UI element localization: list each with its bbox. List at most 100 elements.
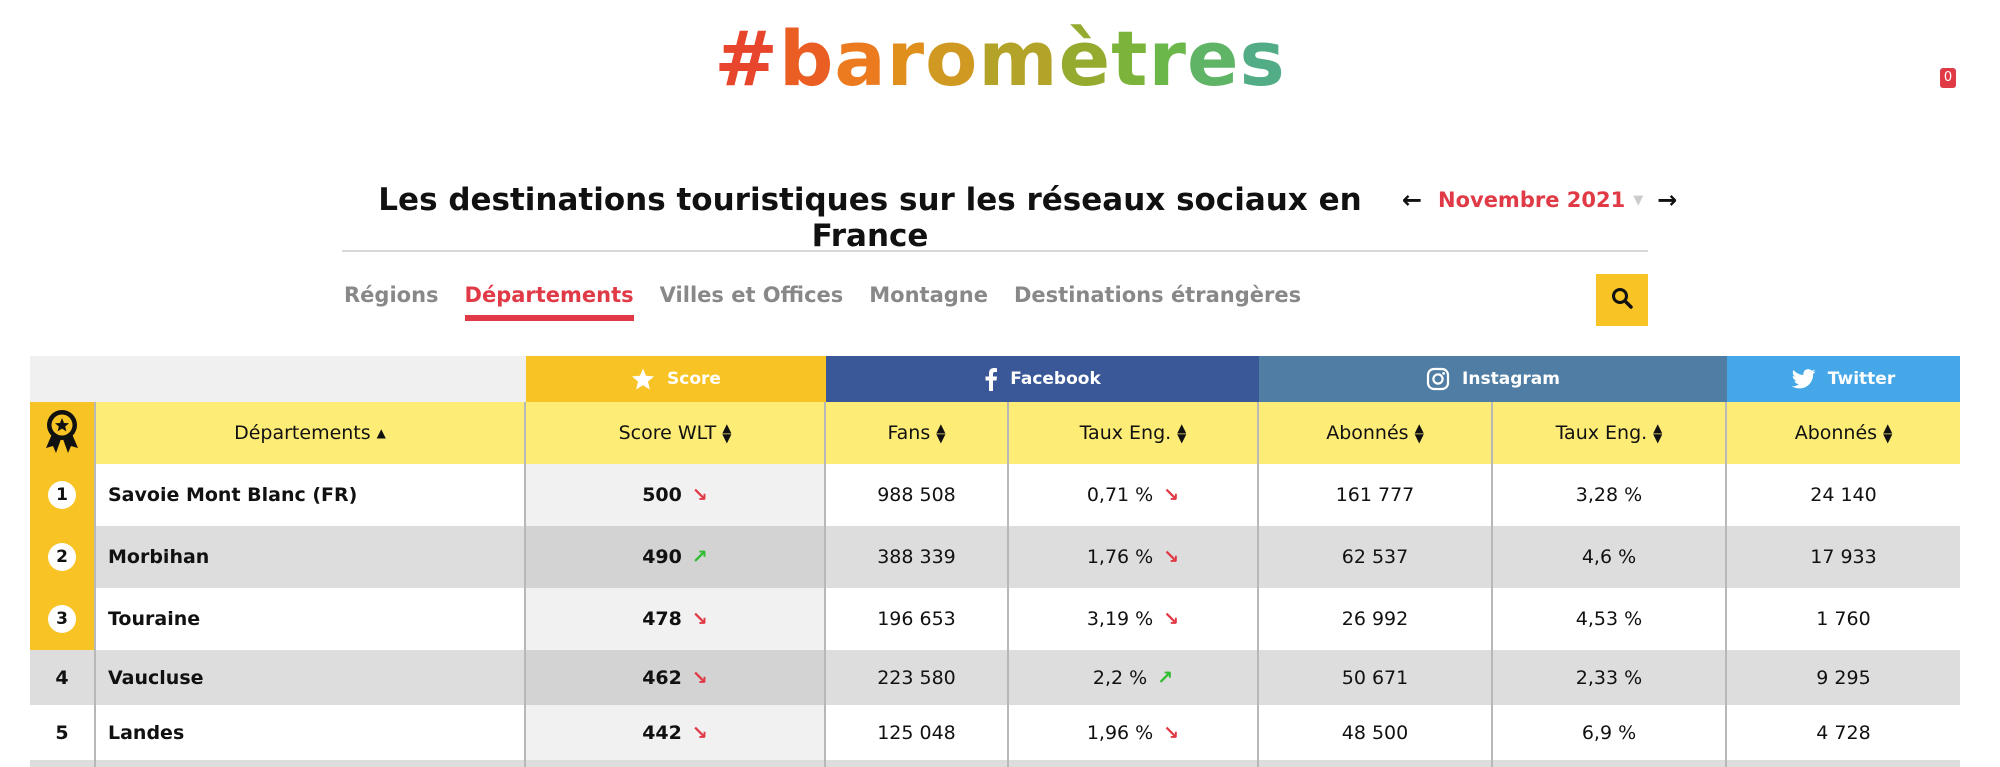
column-header-departements[interactable]: Départements ▲ bbox=[96, 402, 526, 464]
score-value: 478 bbox=[642, 608, 682, 630]
instagram-icon bbox=[1426, 367, 1450, 391]
instagram-engagement: 3,28 % bbox=[1493, 464, 1727, 526]
rank-medal-badge: 1 bbox=[48, 481, 76, 509]
group-header-score: Score bbox=[526, 356, 826, 402]
sort-icon: ▲ ▼ bbox=[1653, 421, 1663, 445]
facebook-icon bbox=[984, 367, 998, 391]
tab-regions[interactable]: Régions bbox=[344, 283, 439, 307]
logo-glyph: o bbox=[925, 14, 979, 103]
instagram-followers: 161 777 bbox=[1259, 464, 1493, 526]
instagram-followers: 50 671 bbox=[1259, 650, 1493, 705]
table-row[interactable]: 3 Touraine 478 ↘ 196 653 3,19 % ↘ 26 992 4… bbox=[30, 588, 1960, 650]
trend-down-icon: ↘ bbox=[1163, 546, 1180, 568]
facebook-engagement-value: 3,19 % bbox=[1086, 608, 1154, 630]
trend-up-icon: ↗ bbox=[1157, 666, 1174, 689]
table-row[interactable]: 4 Vaucluse 462 ↘ 223 580 2,2 % ↗ 50 671 2,… bbox=[30, 650, 1960, 705]
facebook-fans-cell bbox=[826, 760, 1009, 767]
score-cell: 490 ↗ bbox=[526, 526, 826, 588]
instagram-engagement: 6,9 % bbox=[1493, 705, 1727, 760]
chevron-down-icon[interactable]: ▼ bbox=[1633, 192, 1644, 208]
rank-number: 5 bbox=[30, 705, 96, 760]
facebook-engagement-cell: 2,2 % ↗ bbox=[1009, 650, 1259, 705]
column-header-twitter-followers[interactable]: Abonnés ▲ ▼ bbox=[1727, 402, 1960, 464]
facebook-engagement-value: 2,2 % bbox=[1092, 666, 1148, 689]
column-header-label: Abonnés bbox=[1326, 422, 1409, 444]
score-cell: 442 ↘ bbox=[526, 705, 826, 760]
page-title: Les destinations touristiques sur les ré… bbox=[378, 182, 1362, 254]
star-icon bbox=[631, 367, 655, 391]
facebook-engagement-value: 1,96 % bbox=[1086, 721, 1154, 744]
award-ribbon-icon bbox=[42, 408, 82, 459]
facebook-fans: 988 508 bbox=[826, 464, 1009, 526]
facebook-engagement-cell: 0,71 % ↘ bbox=[1009, 464, 1259, 526]
column-header-score-wlt[interactable]: Score WLT ▲ ▼ bbox=[526, 402, 826, 464]
twitter-followers-cell bbox=[1727, 760, 1960, 767]
arrow-right-icon[interactable]: → bbox=[1657, 186, 1678, 214]
instagram-engagement-cell bbox=[1493, 760, 1727, 767]
cart-count-badge[interactable]: 0 bbox=[1940, 68, 1956, 88]
twitter-followers: 9 295 bbox=[1816, 666, 1871, 689]
instagram-engagement: 4,6 % bbox=[1493, 526, 1727, 588]
column-header-instagram-engagement[interactable]: Taux Eng. ▲ ▼ bbox=[1493, 402, 1727, 464]
sort-icon: ▲ ▼ bbox=[1883, 421, 1893, 445]
rankings-table: Score Facebook Instagram Twitter bbox=[30, 356, 1960, 767]
column-header-label: Abonnés bbox=[1794, 422, 1878, 444]
logo-glyph: r bbox=[1148, 14, 1187, 103]
tab-villes-offices[interactable]: Villes et Offices bbox=[659, 283, 844, 307]
rank-column-header bbox=[30, 402, 96, 464]
logo-glyph: t bbox=[1111, 14, 1149, 103]
column-header-row: Départements ▲ Score WLT ▲ ▼ Fans ▲ ▼ Taux… bbox=[30, 402, 1960, 464]
logo-glyph: s bbox=[1239, 14, 1286, 103]
facebook-engagement-cell: 3,19 % ↘ bbox=[1009, 588, 1259, 650]
group-header-facebook: Facebook bbox=[826, 356, 1259, 402]
facebook-engagement-value: 0,71 % bbox=[1086, 484, 1154, 506]
logo-glyph: a bbox=[834, 14, 887, 103]
facebook-fans: 388 339 bbox=[826, 526, 1009, 588]
tab-destinations-etrangeres[interactable]: Destinations étrangères bbox=[1013, 283, 1302, 307]
facebook-engagement-cell bbox=[1009, 760, 1259, 767]
logo-glyph: e bbox=[1186, 14, 1240, 103]
instagram-followers: 26 992 bbox=[1259, 588, 1493, 650]
tab-montagne[interactable]: Montagne bbox=[869, 283, 988, 307]
month-dropdown[interactable]: Novembre 2021 bbox=[1438, 188, 1626, 212]
column-header-instagram-followers[interactable]: Abonnés ▲ ▼ bbox=[1259, 402, 1493, 464]
score-cell bbox=[526, 760, 826, 767]
instagram-followers-cell bbox=[1259, 760, 1493, 767]
column-header-label: Départements bbox=[234, 422, 371, 444]
rank-cell: 1 bbox=[30, 464, 96, 526]
destination-name[interactable]: Morbihan bbox=[96, 526, 526, 588]
sort-icon: ▲ ▼ bbox=[936, 421, 946, 445]
rank-cell: 2 bbox=[30, 526, 96, 588]
search-button[interactable] bbox=[1596, 274, 1648, 326]
category-tabs: Régions Départements Villes et Offices M… bbox=[344, 283, 1301, 321]
score-cell: 500 ↘ bbox=[526, 464, 826, 526]
column-header-facebook-engagement[interactable]: Taux Eng. ▲ ▼ bbox=[1009, 402, 1259, 464]
tab-departements[interactable]: Départements bbox=[464, 283, 634, 321]
destination-name[interactable]: Vaucluse bbox=[96, 650, 526, 705]
trend-down-icon: ↘ bbox=[1163, 721, 1180, 744]
facebook-fans: 223 580 bbox=[826, 650, 1009, 705]
table-row[interactable]: 5 Landes 442 ↘ 125 048 1,96 % ↘ 48 500 6,9… bbox=[30, 705, 1960, 760]
column-header-fans[interactable]: Fans ▲ ▼ bbox=[826, 402, 1009, 464]
site-logo[interactable]: #baromètres bbox=[0, 14, 2000, 104]
destination-name[interactable]: Landes bbox=[96, 705, 526, 760]
sort-icon: ▲ ▼ bbox=[1414, 421, 1424, 445]
score-cell: 462 ↘ bbox=[526, 650, 826, 705]
group-label-twitter: Twitter bbox=[1827, 369, 1896, 389]
twitter-followers: 17 933 bbox=[1810, 546, 1877, 568]
month-selector: ← Novembre 2021 ▼ → bbox=[1400, 185, 1679, 215]
logo-glyph: r bbox=[886, 14, 926, 103]
rank-medal-badge: 2 bbox=[48, 543, 76, 571]
logo-glyph: # bbox=[714, 14, 779, 103]
destination-name[interactable]: Savoie Mont Blanc (FR) bbox=[96, 464, 526, 526]
arrow-left-icon[interactable]: ← bbox=[1401, 186, 1423, 214]
destination-name[interactable]: Touraine bbox=[96, 588, 526, 650]
trend-down-icon: ↘ bbox=[1163, 608, 1180, 630]
table-row[interactable]: 1 Savoie Mont Blanc (FR) 500 ↘ 988 508 0,… bbox=[30, 464, 1960, 526]
twitter-followers: 4 728 bbox=[1816, 721, 1871, 744]
column-header-label: Taux Eng. bbox=[1555, 422, 1648, 444]
rank-cell bbox=[30, 760, 96, 767]
table-row[interactable]: 2 Morbihan 490 ↗ 388 339 1,76 % ↘ 62 537 4… bbox=[30, 526, 1960, 588]
trend-down-icon: ↘ bbox=[691, 721, 708, 744]
logo-glyph: b bbox=[778, 14, 835, 103]
